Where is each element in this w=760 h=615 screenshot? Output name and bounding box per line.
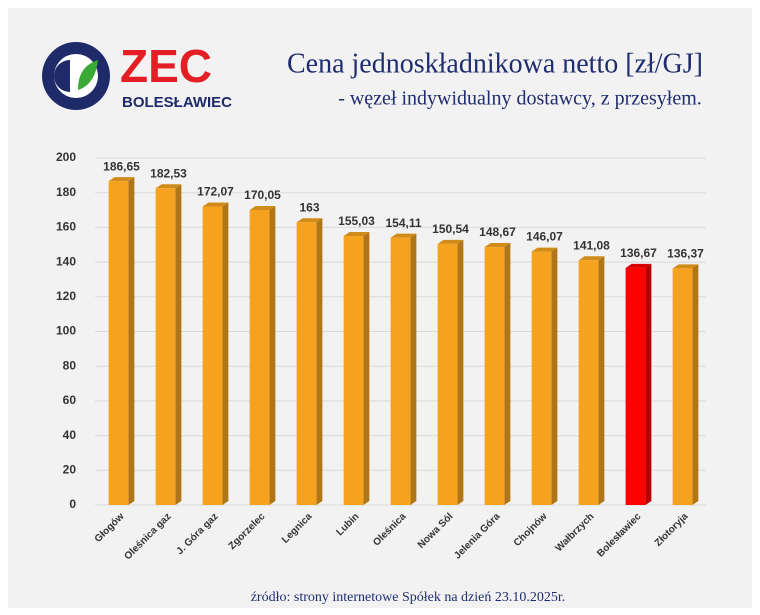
- footer: źródło: strony internetowe Spółek na dzi…: [251, 590, 566, 605]
- bar: [390, 233, 417, 506]
- bar: [437, 239, 464, 505]
- bar-top: [531, 247, 558, 252]
- bar-side: [316, 218, 323, 505]
- bar-top: [343, 232, 370, 237]
- bar-front: [390, 237, 411, 506]
- logo-name: ZEC: [120, 40, 212, 92]
- bar-front: [484, 247, 505, 505]
- bar-top: [390, 233, 417, 238]
- bar: [249, 205, 276, 505]
- bar-side: [363, 232, 370, 505]
- bar-front: [625, 267, 646, 505]
- bar: [625, 263, 652, 505]
- value-label: 148,67: [479, 225, 516, 239]
- value-label: 172,07: [197, 185, 234, 199]
- bar-side: [128, 177, 135, 506]
- value-label: 150,54: [432, 222, 469, 236]
- y-tick-label: 120: [56, 289, 76, 303]
- bar-front: [202, 206, 223, 505]
- bar-side: [645, 263, 652, 505]
- bar: [108, 177, 135, 506]
- bar-side: [410, 233, 417, 506]
- y-tick-label: 0: [69, 497, 76, 511]
- y-tick-label: 100: [56, 324, 76, 338]
- bar-side: [692, 264, 699, 505]
- value-label: 154,11: [385, 216, 421, 230]
- bar-front: [296, 222, 317, 505]
- value-label: 155,03: [338, 214, 375, 228]
- value-label: 136,67: [620, 246, 657, 260]
- y-tick-label: 200: [56, 150, 76, 164]
- bar-top: [202, 202, 229, 207]
- bar: [343, 232, 370, 505]
- bar: [155, 184, 182, 505]
- bar-side: [269, 205, 276, 505]
- bar-front: [108, 181, 129, 506]
- y-tick-label: 40: [63, 428, 77, 442]
- value-label: 141,08: [573, 238, 610, 252]
- value-label: 170,05: [244, 188, 281, 202]
- bar-top: [484, 243, 511, 248]
- y-tick-label: 20: [63, 462, 77, 476]
- y-tick-label: 60: [63, 393, 77, 407]
- bar: [531, 247, 558, 505]
- chart-title: Cena jednoskładnikowa netto [zł/GJ]: [287, 48, 703, 79]
- value-label: 186,65: [103, 159, 140, 173]
- y-tick-label: 180: [56, 185, 76, 199]
- bar-side: [175, 184, 182, 505]
- bar: [296, 218, 323, 505]
- bar-top: [437, 239, 464, 244]
- bar-front: [155, 188, 176, 505]
- bar-top: [108, 177, 135, 182]
- bar-front: [531, 251, 552, 505]
- y-tick-label: 160: [56, 220, 76, 234]
- bar: [578, 256, 605, 505]
- bar-side: [222, 202, 229, 505]
- y-tick-label: 140: [56, 254, 76, 268]
- bar-side: [598, 256, 605, 505]
- bar-side: [551, 247, 558, 505]
- bar-front: [249, 209, 270, 505]
- bar-top: [249, 205, 276, 210]
- bar-side: [504, 243, 511, 505]
- bar-top: [155, 184, 182, 189]
- bar-front: [672, 268, 693, 505]
- value-label: 163: [299, 200, 319, 214]
- bar-top: [672, 264, 699, 269]
- bar: [672, 264, 699, 505]
- bar-front: [437, 243, 458, 505]
- bar: [484, 243, 511, 505]
- y-tick-label: 80: [63, 358, 77, 372]
- bar: [202, 202, 229, 505]
- logo: ZEC BOLESŁAWIEC: [42, 40, 232, 111]
- bar-top: [625, 263, 652, 268]
- logo-city: BOLESŁAWIEC: [122, 94, 232, 111]
- value-label: 182,53: [150, 166, 187, 180]
- value-label: 136,37: [667, 247, 704, 261]
- chart-subtitle: - węzeł indywidualny dostawcy, z przesył…: [338, 88, 702, 110]
- bar-top: [296, 218, 323, 223]
- bar-front: [578, 260, 599, 505]
- bar-top: [578, 256, 605, 261]
- bar-side: [457, 239, 464, 505]
- bar-front: [343, 236, 364, 505]
- value-label: 146,07: [526, 230, 563, 244]
